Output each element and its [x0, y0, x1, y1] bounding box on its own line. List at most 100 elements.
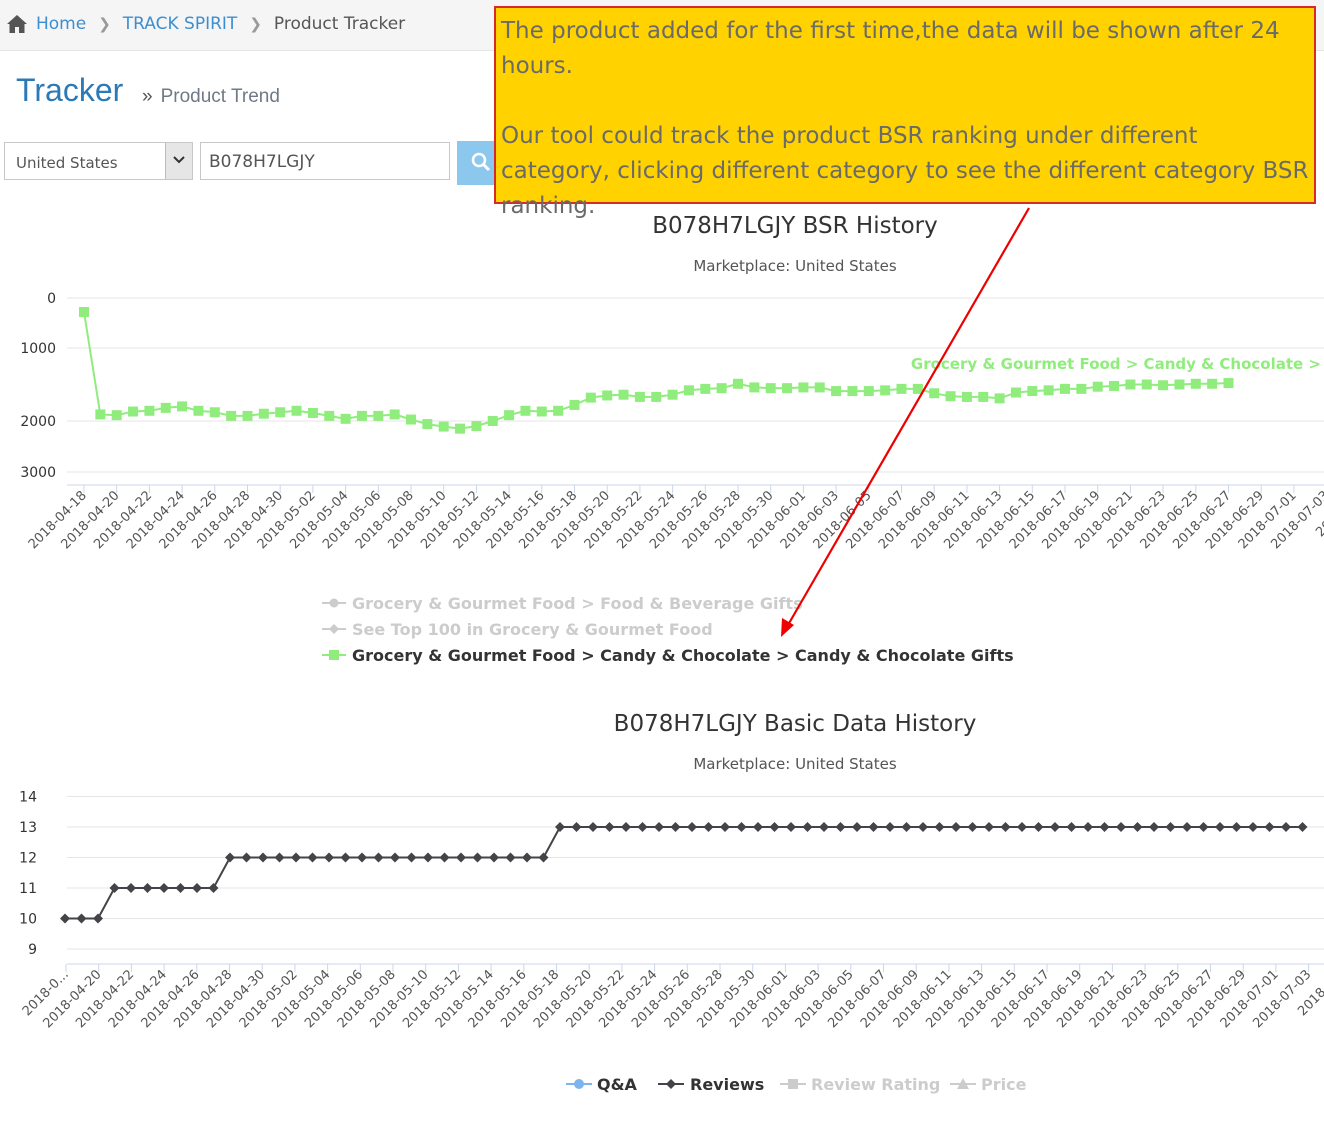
legend-item-see-top-100[interactable]: See Top 100 in Grocery & Gourmet Food: [322, 620, 713, 639]
reviews-data-point[interactable]: [225, 852, 235, 863]
bsr-data-point[interactable]: [994, 393, 1005, 404]
reviews-data-point[interactable]: [802, 822, 813, 832]
bsr-data-point[interactable]: [961, 391, 972, 402]
select-dropdown-toggle[interactable]: [165, 143, 192, 179]
bsr-data-point[interactable]: [291, 405, 302, 416]
reviews-data-point[interactable]: [967, 822, 978, 832]
legend-item-reviews[interactable]: Reviews: [658, 1075, 764, 1094]
reviews-data-point[interactable]: [1116, 822, 1126, 832]
reviews-data-point[interactable]: [1248, 822, 1258, 832]
asin-input[interactable]: B078H7LGJY: [200, 142, 450, 180]
reviews-data-point[interactable]: [258, 852, 268, 863]
reviews-data-point[interactable]: [472, 852, 483, 863]
reviews-data-point[interactable]: [126, 883, 136, 893]
bsr-data-point[interactable]: [340, 413, 351, 424]
bsr-data-point[interactable]: [831, 386, 842, 397]
reviews-data-point[interactable]: [901, 822, 912, 832]
bsr-data-point[interactable]: [471, 421, 482, 432]
reviews-data-point[interactable]: [703, 822, 714, 832]
bsr-data-point[interactable]: [406, 414, 416, 425]
bsr-data-point[interactable]: [602, 390, 613, 401]
bsr-data-point[interactable]: [504, 410, 515, 421]
reviews-data-point[interactable]: [505, 852, 516, 863]
bsr-data-point[interactable]: [634, 391, 645, 402]
reviews-data-point[interactable]: [621, 822, 631, 832]
bsr-data-point[interactable]: [880, 385, 891, 396]
bsr-data-point[interactable]: [798, 382, 809, 393]
bsr-data-point[interactable]: [242, 410, 253, 421]
bsr-data-point[interactable]: [275, 407, 286, 418]
reviews-data-point[interactable]: [522, 852, 532, 863]
bsr-data-point[interactable]: [651, 391, 662, 402]
marketplace-select[interactable]: United States: [4, 142, 193, 180]
reviews-data-point[interactable]: [769, 822, 780, 832]
reviews-data-point[interactable]: [934, 822, 945, 832]
bsr-data-point[interactable]: [193, 405, 204, 416]
reviews-data-point[interactable]: [604, 822, 615, 832]
reviews-data-point[interactable]: [753, 822, 763, 832]
bsr-data-point[interactable]: [847, 386, 858, 397]
bsr-data-point[interactable]: [912, 383, 923, 394]
reviews-data-point[interactable]: [951, 822, 961, 832]
bsr-data-point[interactable]: [1174, 379, 1185, 390]
bsr-data-point[interactable]: [782, 383, 793, 394]
reviews-data-point[interactable]: [1099, 822, 1110, 832]
reviews-data-point[interactable]: [291, 852, 301, 863]
reviews-data-point[interactable]: [670, 822, 681, 832]
reviews-data-point[interactable]: [555, 822, 565, 832]
bsr-data-point[interactable]: [733, 378, 743, 389]
bsr-data-point[interactable]: [1010, 387, 1021, 398]
bsr-data-point[interactable]: [111, 410, 122, 421]
bsr-data-point[interactable]: [1027, 386, 1038, 397]
reviews-data-point[interactable]: [1297, 822, 1308, 832]
bsr-data-point[interactable]: [700, 383, 711, 394]
bsr-data-point[interactable]: [438, 421, 449, 432]
legend-item-qa[interactable]: Q&A: [566, 1075, 638, 1094]
bsr-data-point[interactable]: [128, 406, 139, 417]
reviews-data-point[interactable]: [109, 883, 120, 893]
reviews-data-point[interactable]: [159, 883, 169, 893]
reviews-data-point[interactable]: [1264, 822, 1275, 832]
bsr-data-point[interactable]: [1207, 378, 1218, 389]
reviews-data-point[interactable]: [571, 822, 582, 832]
reviews-data-point[interactable]: [736, 822, 747, 832]
bsr-data-point[interactable]: [487, 416, 498, 426]
bsr-data-point[interactable]: [1158, 380, 1169, 391]
reviews-data-point[interactable]: [241, 852, 252, 863]
reviews-data-point[interactable]: [456, 852, 466, 863]
bsr-data-point[interactable]: [160, 402, 171, 413]
bsr-data-point[interactable]: [749, 382, 760, 393]
reviews-data-point[interactable]: [918, 822, 928, 832]
reviews-data-point[interactable]: [1017, 822, 1027, 832]
bsr-data-point[interactable]: [667, 389, 678, 400]
reviews-data-point[interactable]: [1132, 822, 1143, 832]
bsr-data-point[interactable]: [1043, 385, 1054, 396]
reviews-data-point[interactable]: [373, 852, 384, 863]
reviews-data-point[interactable]: [142, 883, 153, 893]
reviews-data-point[interactable]: [1066, 822, 1077, 832]
bsr-data-point[interactable]: [373, 410, 384, 421]
bsr-data-point[interactable]: [569, 399, 580, 410]
bsr-data-point[interactable]: [520, 405, 531, 416]
bsr-data-point[interactable]: [177, 401, 188, 412]
bsr-data-point[interactable]: [863, 386, 874, 397]
reviews-data-point[interactable]: [819, 822, 829, 832]
reviews-data-point[interactable]: [654, 822, 664, 832]
reviews-data-point[interactable]: [324, 852, 334, 863]
bsr-data-point[interactable]: [765, 383, 776, 394]
bsr-data-point[interactable]: [209, 407, 220, 418]
reviews-data-point[interactable]: [1182, 822, 1192, 832]
reviews-data-point[interactable]: [1000, 822, 1011, 832]
reviews-data-point[interactable]: [175, 883, 186, 893]
bsr-data-point[interactable]: [95, 409, 106, 420]
bsr-data-point[interactable]: [226, 410, 237, 421]
reviews-data-point[interactable]: [406, 852, 417, 863]
bsr-data-point[interactable]: [978, 391, 989, 402]
reviews-data-point[interactable]: [720, 822, 730, 832]
reviews-data-point[interactable]: [93, 913, 103, 924]
reviews-data-point[interactable]: [885, 822, 895, 832]
bsr-data-point[interactable]: [896, 383, 907, 394]
bsr-data-point[interactable]: [814, 382, 825, 393]
reviews-data-point[interactable]: [192, 883, 202, 893]
legend-item-candy-chocolate-gifts[interactable]: Grocery & Gourmet Food > Candy & Chocola…: [322, 646, 1014, 665]
